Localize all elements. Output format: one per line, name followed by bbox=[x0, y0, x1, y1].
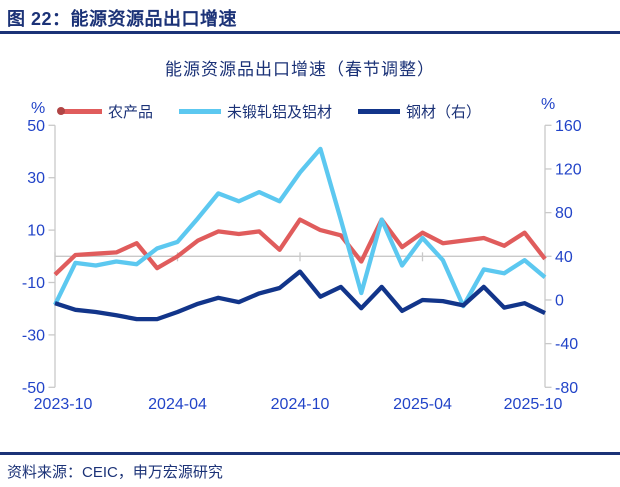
legend-line-swatch-red bbox=[57, 107, 102, 116]
legend-marker-dot bbox=[57, 107, 65, 116]
left-axis-tick-label: 30 bbox=[27, 170, 45, 187]
right-axis-tick-label: -80 bbox=[555, 380, 578, 397]
right-axis-tick-label: -40 bbox=[555, 336, 578, 353]
series-line-1 bbox=[53, 146, 547, 309]
legend-item-agricultural-products: 农产品 bbox=[57, 101, 154, 122]
legend-item-unwrought-aluminum: 未锻轧铝及铝材 bbox=[179, 101, 332, 122]
left-axis-tick-label: -10 bbox=[22, 275, 45, 292]
right-axis-tick-label: 160 bbox=[555, 118, 582, 135]
right-axis-tick-label: 40 bbox=[555, 249, 573, 266]
x-axis-tick-label: 2025-04 bbox=[393, 396, 452, 413]
x-axis-tick-label: 2024-04 bbox=[148, 396, 207, 413]
left-axis-tick-label: -50 bbox=[22, 380, 45, 397]
series-line-2 bbox=[54, 269, 546, 322]
left-axis-tick-label: 10 bbox=[27, 223, 45, 240]
chart-title: 能源资源品出口增速（春节调整） bbox=[165, 60, 435, 80]
legend-label: 农产品 bbox=[108, 104, 154, 121]
chart-legend: 农产品 未锻轧铝及铝材 钢材（右） bbox=[57, 101, 481, 122]
right-axis-tick-label: 80 bbox=[555, 205, 573, 222]
legend-line-swatch-navy bbox=[358, 109, 401, 114]
right-axis-tick-label: 0 bbox=[555, 292, 564, 309]
legend-line-swatch-skyblue bbox=[179, 109, 222, 114]
series-line-0 bbox=[53, 217, 547, 277]
left-axis-tick-label: 50 bbox=[27, 118, 45, 135]
x-axis-tick-label: 2025-10 bbox=[504, 396, 563, 413]
legend-label: 钢材（右） bbox=[406, 104, 482, 121]
right-axis-unit-label: % bbox=[541, 96, 556, 113]
x-axis-tick-label: 2023-10 bbox=[34, 396, 93, 413]
left-axis-tick-label: -30 bbox=[22, 327, 45, 344]
legend-item-steel-right-axis: 钢材（右） bbox=[358, 101, 481, 122]
figure-caption: 图 22：能源资源品出口增速 bbox=[7, 9, 238, 29]
header-divider bbox=[0, 31, 620, 34]
x-axis-tick-label: 2024-10 bbox=[271, 396, 330, 413]
footer-divider bbox=[0, 452, 620, 455]
left-axis-unit-label: % bbox=[31, 100, 46, 117]
right-axis-tick-label: 120 bbox=[555, 161, 582, 178]
source-note: 资料来源：CEIC，申万宏源研究 bbox=[7, 464, 223, 481]
legend-label: 未锻轧铝及铝材 bbox=[227, 104, 333, 121]
